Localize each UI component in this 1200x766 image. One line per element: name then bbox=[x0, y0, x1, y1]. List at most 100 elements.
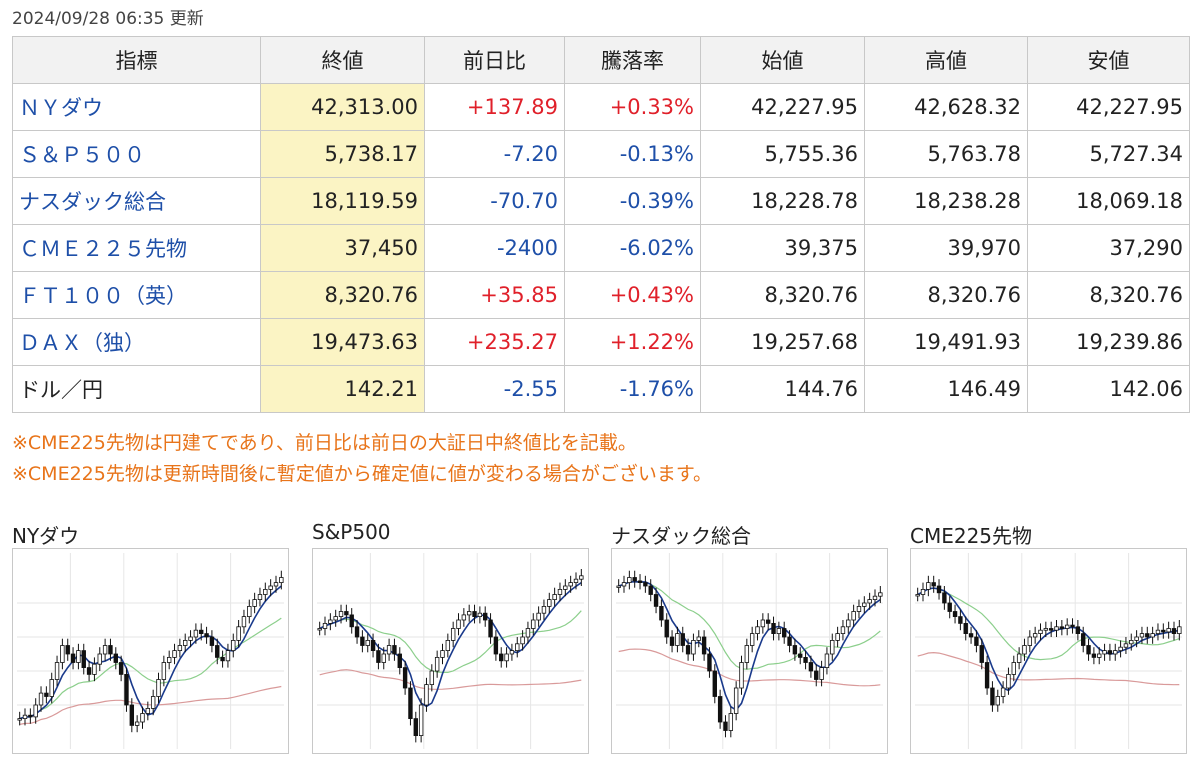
candle-body bbox=[386, 645, 392, 655]
candle-body bbox=[792, 645, 798, 655]
candle-body bbox=[338, 611, 344, 617]
candle-body bbox=[209, 636, 215, 646]
candle-body bbox=[782, 628, 787, 638]
candle-body bbox=[1048, 628, 1054, 631]
candle-body bbox=[958, 616, 963, 624]
candle-body bbox=[70, 653, 76, 663]
candle-body bbox=[156, 679, 161, 697]
candle-body bbox=[263, 589, 268, 595]
index-name[interactable]: ＦＴ１００（英） bbox=[12, 271, 261, 319]
candle-body bbox=[787, 636, 792, 646]
candle-body bbox=[776, 628, 782, 634]
open-value: 144.76 bbox=[700, 365, 865, 413]
close-value: 5,738.17 bbox=[260, 130, 425, 178]
chart-nasdaq[interactable] bbox=[611, 548, 888, 754]
candle-body bbox=[65, 645, 70, 655]
chart-sp500[interactable] bbox=[312, 548, 589, 754]
candle-body bbox=[1166, 628, 1171, 633]
rate-value: +0.43% bbox=[564, 271, 701, 319]
candle-body bbox=[434, 657, 440, 672]
candle-body bbox=[145, 707, 151, 714]
candle-body bbox=[17, 718, 22, 721]
candle-body bbox=[231, 640, 236, 652]
close-value: 8,320.76 bbox=[260, 271, 425, 319]
chart-cme225[interactable] bbox=[910, 548, 1187, 754]
candle-body bbox=[215, 645, 220, 658]
candle-body bbox=[108, 645, 113, 655]
rate-value: -6.02% bbox=[564, 224, 701, 272]
chart-nydow[interactable] bbox=[12, 548, 289, 754]
index-name[interactable]: ＣＭＥ２２５先物 bbox=[12, 224, 261, 272]
candle-body bbox=[979, 645, 984, 663]
candle-body bbox=[616, 585, 621, 588]
candle-body bbox=[225, 650, 231, 662]
candle-body bbox=[429, 670, 435, 685]
candle-body bbox=[97, 653, 102, 665]
candle-body bbox=[86, 667, 92, 675]
candle-body bbox=[1043, 628, 1049, 631]
candle-body bbox=[1123, 643, 1129, 648]
candle-body bbox=[413, 718, 418, 737]
candle-body bbox=[499, 653, 504, 662]
candle-body bbox=[381, 653, 386, 663]
candle-body bbox=[744, 645, 750, 663]
candle-body bbox=[653, 594, 659, 607]
index-name[interactable]: ＤＡＸ（独） bbox=[12, 318, 261, 366]
rate-value: -1.76% bbox=[564, 365, 701, 413]
index-name[interactable]: ナスダック総合 bbox=[12, 177, 261, 225]
candle-body bbox=[1032, 633, 1038, 638]
header-rate: 騰落率 bbox=[564, 36, 701, 84]
index-name[interactable]: Ｓ＆Ｐ５００ bbox=[12, 130, 261, 178]
index-name[interactable]: ＮＹダウ bbox=[12, 83, 261, 131]
candle-body bbox=[134, 721, 140, 726]
candle-body bbox=[472, 611, 477, 617]
candle-body bbox=[1161, 629, 1166, 633]
candle-body bbox=[547, 599, 552, 607]
candle-body bbox=[247, 606, 252, 618]
last-updated: 2024/09/28 06:35 更新 bbox=[12, 9, 204, 29]
candle-body bbox=[557, 589, 563, 595]
chart-title-sp500: S&P500 bbox=[312, 520, 391, 544]
candle-body bbox=[995, 696, 1000, 706]
candle-body bbox=[798, 653, 803, 658]
candle-body bbox=[974, 636, 979, 646]
candle-body bbox=[771, 623, 776, 635]
candle-body bbox=[515, 643, 520, 652]
candle-body bbox=[440, 650, 445, 658]
change-value: +35.85 bbox=[424, 271, 565, 319]
candle-body bbox=[1059, 626, 1065, 629]
high-value: 19,491.93 bbox=[864, 318, 1028, 366]
candle-body bbox=[349, 614, 354, 628]
candle-body bbox=[632, 577, 637, 582]
low-value: 42,227.95 bbox=[1027, 83, 1190, 131]
candle-body bbox=[675, 633, 680, 646]
candle-body bbox=[1086, 645, 1091, 655]
candle-body bbox=[1011, 662, 1016, 675]
moving-average-line bbox=[618, 580, 881, 712]
candle-body bbox=[129, 704, 135, 726]
low-value: 5,727.34 bbox=[1027, 130, 1190, 178]
candle-body bbox=[931, 582, 936, 587]
candle-body bbox=[60, 645, 65, 663]
candle-body bbox=[1155, 629, 1161, 634]
high-value: 8,320.76 bbox=[864, 271, 1028, 319]
candle-body bbox=[707, 653, 712, 672]
candle-body bbox=[765, 619, 771, 624]
candle-body bbox=[1129, 640, 1134, 645]
candle-body bbox=[755, 626, 760, 635]
change-value: +235.27 bbox=[424, 318, 565, 366]
candle-body bbox=[328, 619, 333, 624]
candle-body bbox=[536, 612, 541, 621]
open-value: 5,755.36 bbox=[700, 130, 865, 178]
candle-body bbox=[199, 629, 204, 634]
candle-body bbox=[819, 667, 824, 680]
table-row: ＣＭＥ２２５先物 37,450 -2400 -6.02% 39,375 39,970 37,… bbox=[12, 224, 1190, 272]
change-value: -2.55 bbox=[424, 365, 565, 413]
candle-body bbox=[172, 650, 177, 658]
note-line: ※CME225先物は円建てであり、前日比は前日の大証日中終値比を記載。 bbox=[12, 432, 637, 454]
candle-body bbox=[627, 577, 632, 583]
candle-body bbox=[1070, 624, 1075, 628]
candle-body bbox=[712, 670, 717, 697]
change-value: -7.20 bbox=[424, 130, 565, 178]
candle-body bbox=[680, 633, 685, 646]
